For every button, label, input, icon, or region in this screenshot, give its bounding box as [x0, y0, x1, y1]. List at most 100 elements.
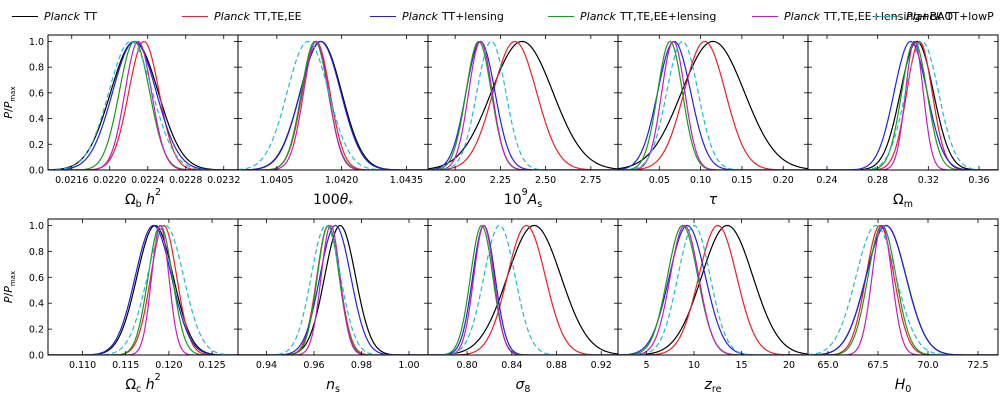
x-label-part: 2 — [155, 187, 161, 198]
axes-frame — [47, 218, 239, 356]
x-tick-label: 70.0 — [917, 360, 938, 371]
legend-line-icon — [12, 15, 38, 17]
x-label-part: c — [136, 384, 141, 395]
x-axis-label: ns​ — [326, 377, 340, 395]
series-curve — [238, 224, 428, 355]
axes-frame — [617, 218, 809, 356]
x-tick-label: 0.84 — [501, 360, 522, 371]
legend-line-icon — [752, 15, 778, 17]
series-curve — [808, 224, 998, 355]
series-curve — [238, 224, 428, 355]
x-tick-label: 1.0405 — [260, 175, 293, 186]
series-curve — [428, 40, 618, 170]
series-curve — [48, 225, 238, 355]
y-tick-label: 0.6 — [29, 88, 44, 99]
legend-dataset: Planck — [214, 9, 250, 23]
series-curve — [428, 224, 618, 355]
y-label-part: / — [2, 108, 15, 112]
x-tick-label: 20 — [783, 360, 795, 371]
x-axis-label: Ωb​ h2​ — [125, 187, 161, 210]
x-tick-label: 0.125 — [198, 360, 225, 371]
x-label-part: 100 — [313, 192, 340, 208]
series-curve — [618, 224, 808, 355]
legend-dataset: Planck — [44, 9, 80, 23]
series-curve — [428, 224, 618, 355]
legend-item: Planck TT,TE,EE+lensing — [548, 7, 716, 25]
series-curve — [238, 224, 428, 355]
x-tick-label: 0.0220 — [93, 175, 126, 186]
y-tick-label: 0.2 — [29, 140, 44, 151]
axes-frame — [807, 34, 999, 171]
x-label-part: n — [326, 377, 335, 393]
y-tick-label: 0.0 — [29, 166, 44, 177]
y-label-part: P — [2, 296, 15, 303]
x-label-part: h — [141, 377, 154, 393]
series-curve — [428, 224, 618, 355]
series-curve — [238, 224, 428, 355]
legend-dataset: Planck — [402, 9, 438, 23]
x-tick-label: 1.00 — [398, 360, 419, 371]
chart-panel: 0.0216 0.0220 0.0224 0.0228 0.0232 0.0 0.2 0.4 0… — [2, 34, 240, 210]
x-tick-label: 0.10 — [690, 175, 711, 186]
x-tick-label: 1.0435 — [390, 175, 423, 186]
x-tick-label: 0.20 — [773, 175, 794, 186]
y-tick-label: 1.0 — [29, 37, 44, 48]
x-tick-label: 0.28 — [867, 175, 888, 186]
legend-label: TT,TE,EE — [253, 9, 302, 23]
x-tick-label: 10 — [688, 360, 700, 371]
x-label-part: * — [348, 199, 353, 210]
legend-line-icon — [370, 15, 396, 17]
x-tick-label: 0.15 — [731, 175, 752, 186]
y-label-part: P — [2, 112, 15, 119]
chart-panel: 0.110 0.115 0.120 0.125 0.0 0.2 0.4 0.6 0.8 1.0 P/… — [2, 218, 239, 395]
chart-panel: 0.94 0.96 0.98 1.00 ns​ — [237, 218, 429, 395]
x-axis-label: Ωm​ — [893, 192, 913, 210]
legend-dataset: Planck — [580, 9, 616, 23]
legend-label: TT,TE,EE+lensing — [619, 9, 717, 23]
x-label-part: τ — [709, 192, 718, 208]
x-axis-label: Ωc​ h2​ — [125, 372, 160, 395]
axes-frame — [427, 34, 619, 171]
x-tick-label: 0.88 — [546, 360, 567, 371]
series-curve — [428, 40, 618, 170]
series-curve — [618, 224, 808, 355]
axes-frame — [807, 218, 999, 356]
x-tick-label: 2.25 — [490, 175, 511, 186]
legend-line-icon — [548, 15, 574, 17]
x-label-part: re — [712, 384, 722, 395]
x-label-part: 0 — [905, 384, 911, 395]
x-tick-label: 72.5 — [967, 360, 988, 371]
x-tick-label: 0.0216 — [55, 175, 88, 186]
x-label-part: Ω — [125, 377, 136, 393]
axes-frame — [427, 218, 619, 356]
series-curve — [48, 40, 238, 170]
x-tick-label: 0.05 — [649, 175, 670, 186]
x-tick-label: 2.00 — [445, 175, 466, 186]
legend-line-icon — [182, 15, 208, 17]
x-label-part: m — [904, 199, 913, 210]
legend-item: Planck TT+lensing — [370, 7, 504, 25]
x-axis-label: σ8​ — [516, 377, 531, 395]
y-label-part: P — [2, 286, 15, 293]
legend-item: Planck TT — [12, 7, 97, 25]
y-tick-label: 0.2 — [29, 325, 44, 336]
series-curve — [428, 224, 618, 355]
x-tick-label: 0.98 — [351, 360, 372, 371]
chart-panel: 0.05 0.10 0.15 0.20 τ — [617, 34, 809, 208]
x-tick-label: 2.50 — [535, 175, 556, 186]
y-label-part: max — [9, 271, 17, 286]
chart-panel: 0.24 0.28 0.32 0.36 Ωm​ — [807, 34, 999, 210]
legend-line-icon — [874, 15, 900, 17]
y-axis-label: P/Pmax — [2, 271, 17, 303]
x-label-part: A — [527, 192, 538, 208]
y-label-part: P — [2, 101, 15, 108]
x-tick-label: 0.110 — [69, 360, 96, 371]
y-tick-label: 0.4 — [29, 114, 44, 125]
series-curve — [238, 224, 428, 355]
x-tick-label: 0.32 — [918, 175, 939, 186]
x-tick-label: 0.94 — [256, 360, 277, 371]
y-label-part: max — [9, 86, 17, 101]
axes-frame — [237, 34, 429, 171]
x-label-part: Ω — [893, 192, 904, 208]
x-tick-label: 5 — [643, 360, 649, 371]
